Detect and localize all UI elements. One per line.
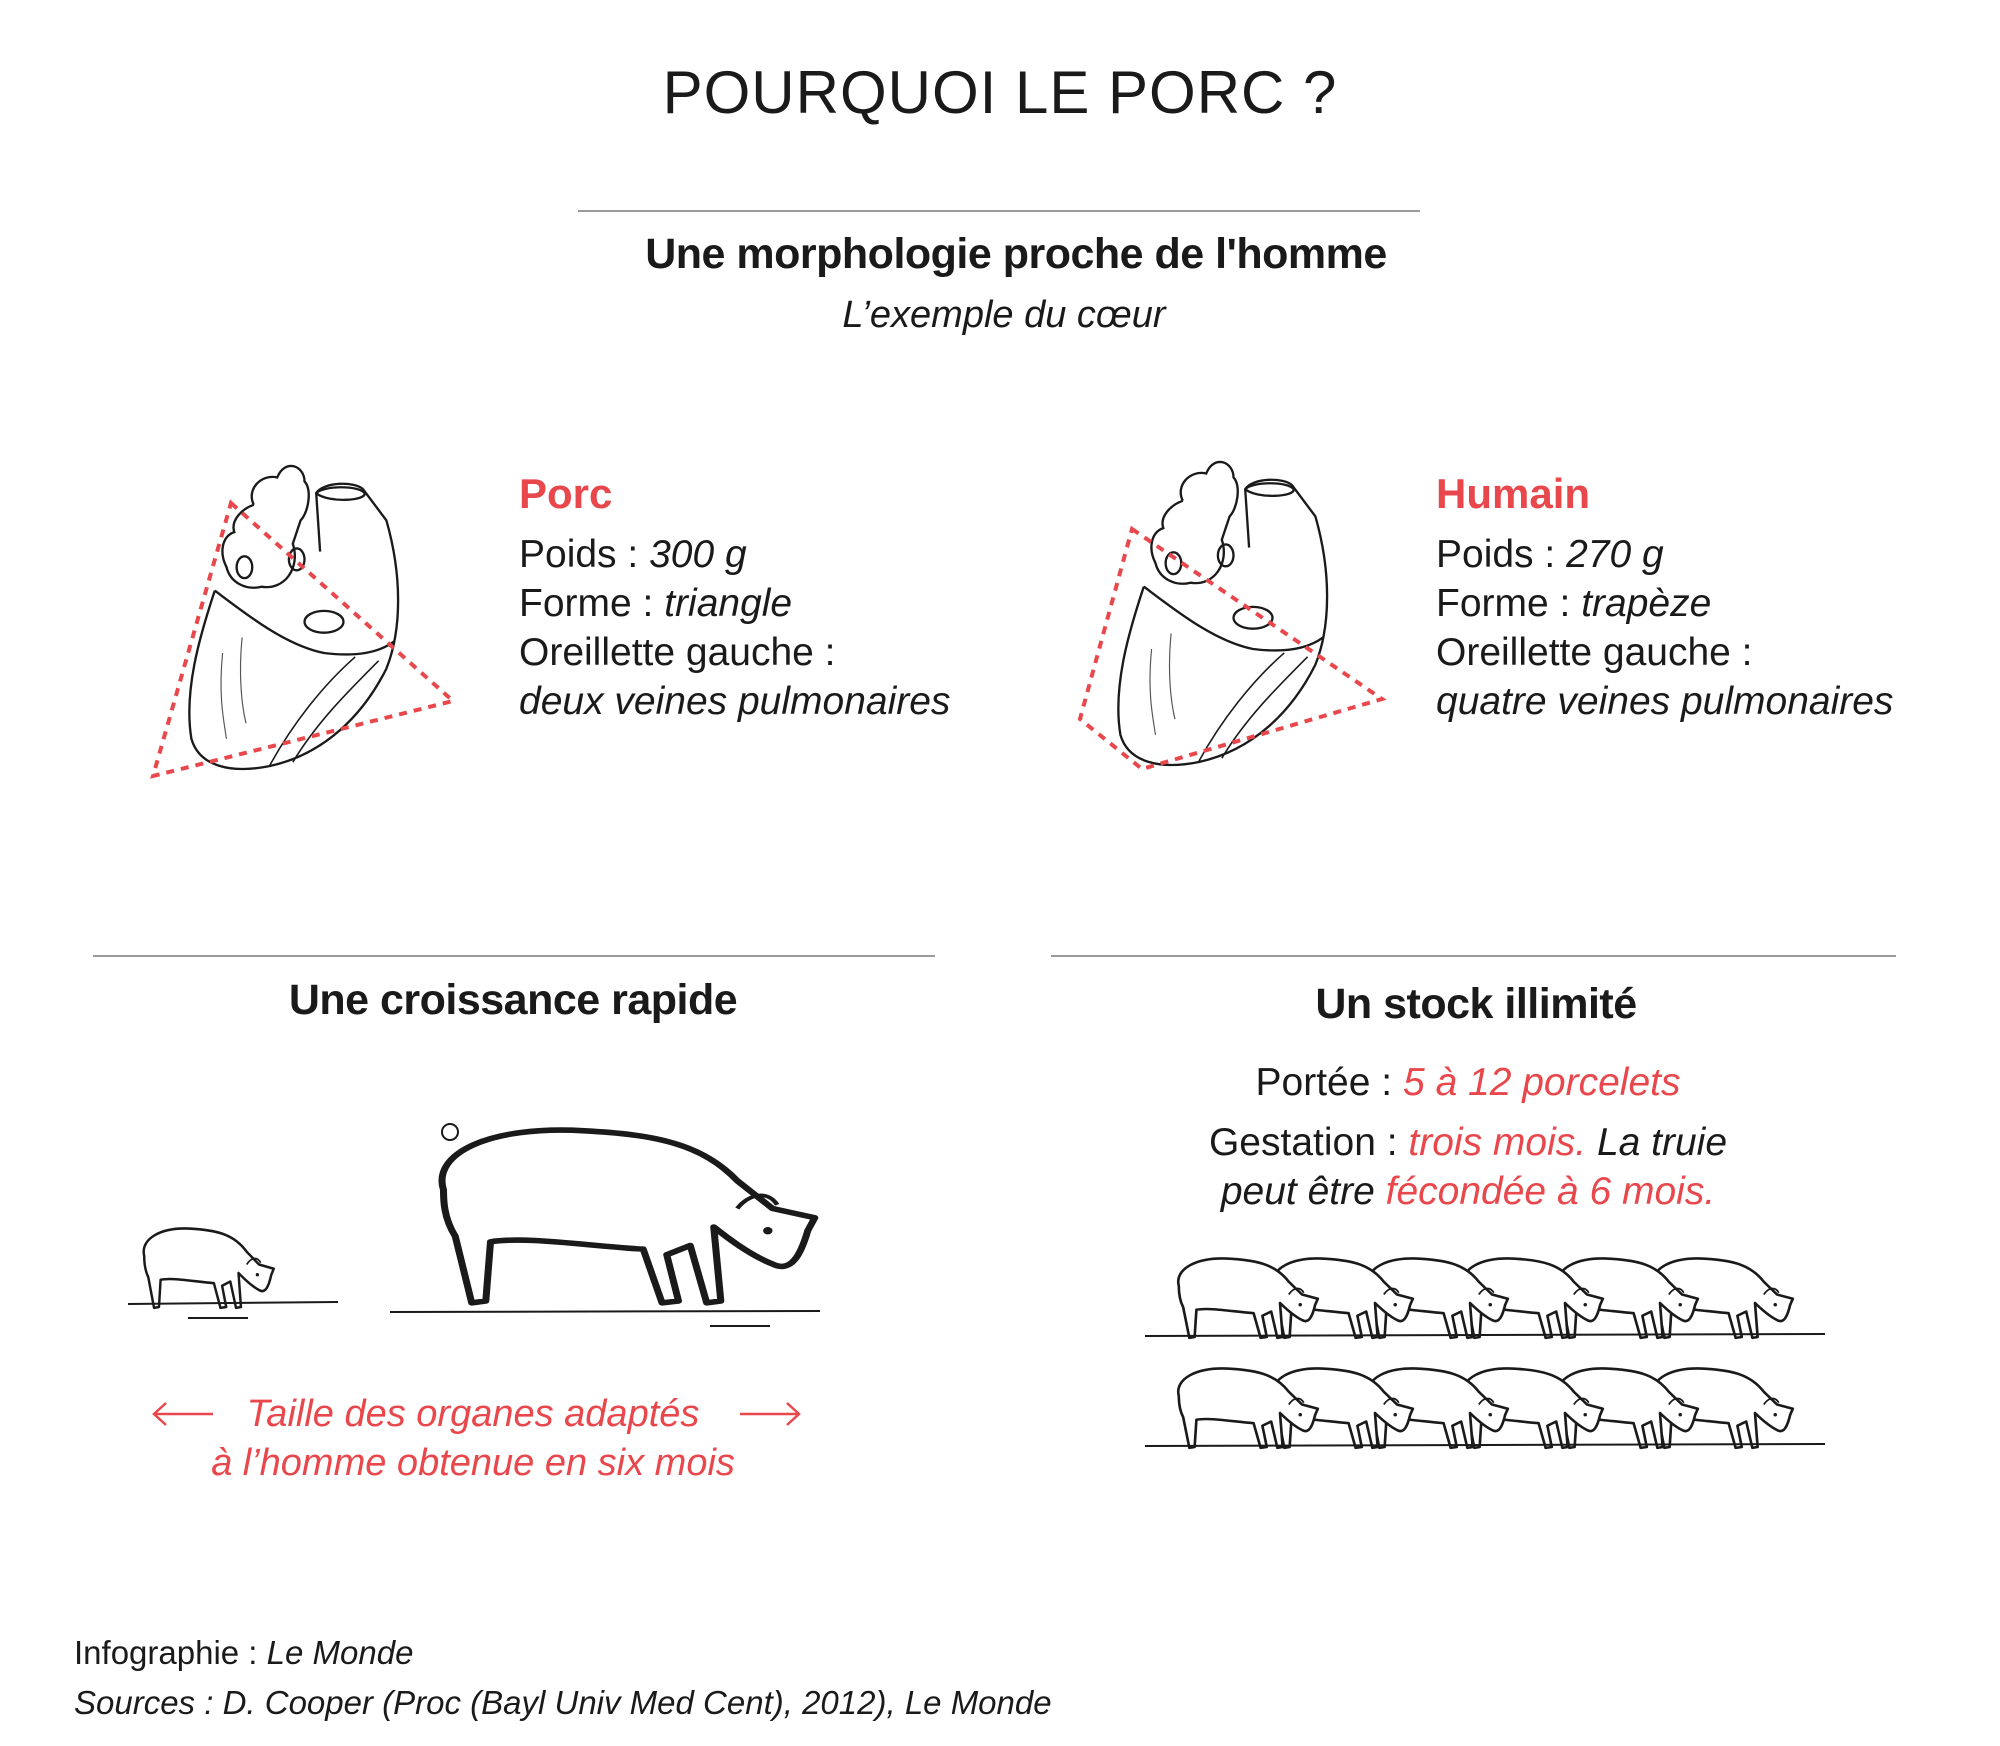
arrow-left-icon	[152, 1402, 213, 1426]
weight-label: Poids :	[1436, 533, 1556, 576]
humain-label: Humain	[1436, 470, 1591, 517]
sources: Sources : D. Cooper (Proc (Bayl Univ Med…	[74, 1684, 1052, 1721]
fertility-value: fécondée à 6 mois.	[1385, 1170, 1716, 1213]
credit-value: Le Monde	[266, 1634, 414, 1671]
section-heading-stock: Un stock illimité	[1315, 980, 1637, 1028]
shape-value: triangle	[664, 582, 793, 625]
ground-line	[1144, 1333, 1826, 1337]
footer: Infographie : Le Monde Sources : D. Coop…	[74, 1628, 1052, 1728]
atrium-label: Oreillette gauche :	[519, 631, 836, 674]
section-subheading: L’exemple du cœur	[842, 294, 1166, 336]
weight-value: 270 g	[1566, 533, 1664, 576]
porc-info: Porc Poids : 300 g Forme : triangle Orei…	[519, 470, 950, 726]
human-heart-illustration	[1077, 460, 1387, 772]
weight-value: 300 g	[649, 533, 747, 576]
atrium-label: Oreillette gauche :	[1436, 631, 1753, 674]
weight-label: Poids :	[519, 533, 639, 576]
porc-label: Porc	[519, 470, 613, 517]
caption-line: Taille des organes adaptés	[246, 1393, 700, 1435]
shape-value: trapèze	[1581, 582, 1712, 625]
section-heading-growth: Une croissance rapide	[288, 976, 738, 1024]
adult-pig-illustration	[389, 1123, 821, 1327]
litter-value: 5 à 12 porcelets	[1402, 1061, 1681, 1104]
gestation-info: Gestation : trois mois. La truie peut êt…	[1209, 1118, 1727, 1216]
gestation-value: trois mois.	[1408, 1121, 1587, 1164]
page-title: POURQUOI LE PORC ?	[662, 59, 1338, 126]
humain-info: Humain Poids : 270 g Forme : trapèze Ore…	[1436, 470, 1893, 726]
divider	[1051, 955, 1896, 957]
atrium-value: quatre veines pulmonaires	[1436, 680, 1894, 723]
shape-label: Forme :	[519, 582, 654, 625]
section-heading-morphology: Une morphologie proche de l'homme	[645, 230, 1387, 278]
shape-label: Forme :	[1436, 582, 1571, 625]
growth-caption: Taille des organes adaptés à l’homme obt…	[211, 1390, 735, 1488]
arrow-right-icon	[740, 1402, 801, 1426]
pig-heart-illustration	[150, 464, 458, 779]
litter-info: Portée : 5 à 12 porcelets	[1256, 1058, 1681, 1107]
credit-label: Infographie :	[74, 1634, 258, 1671]
pig-herd-illustration	[1144, 1257, 1826, 1450]
gestation-text: peut être	[1220, 1170, 1375, 1213]
ground-line	[1144, 1443, 1826, 1447]
divider	[93, 955, 935, 957]
gestation-text: La truie	[1596, 1121, 1728, 1164]
divider	[578, 210, 1420, 212]
piglet-illustration	[127, 1227, 339, 1319]
atrium-value: deux veines pulmonaires	[519, 680, 951, 723]
caption-line: à l’homme obtenue en six mois	[211, 1442, 735, 1484]
gestation-label: Gestation :	[1208, 1121, 1398, 1164]
litter-label: Portée :	[1255, 1061, 1393, 1104]
